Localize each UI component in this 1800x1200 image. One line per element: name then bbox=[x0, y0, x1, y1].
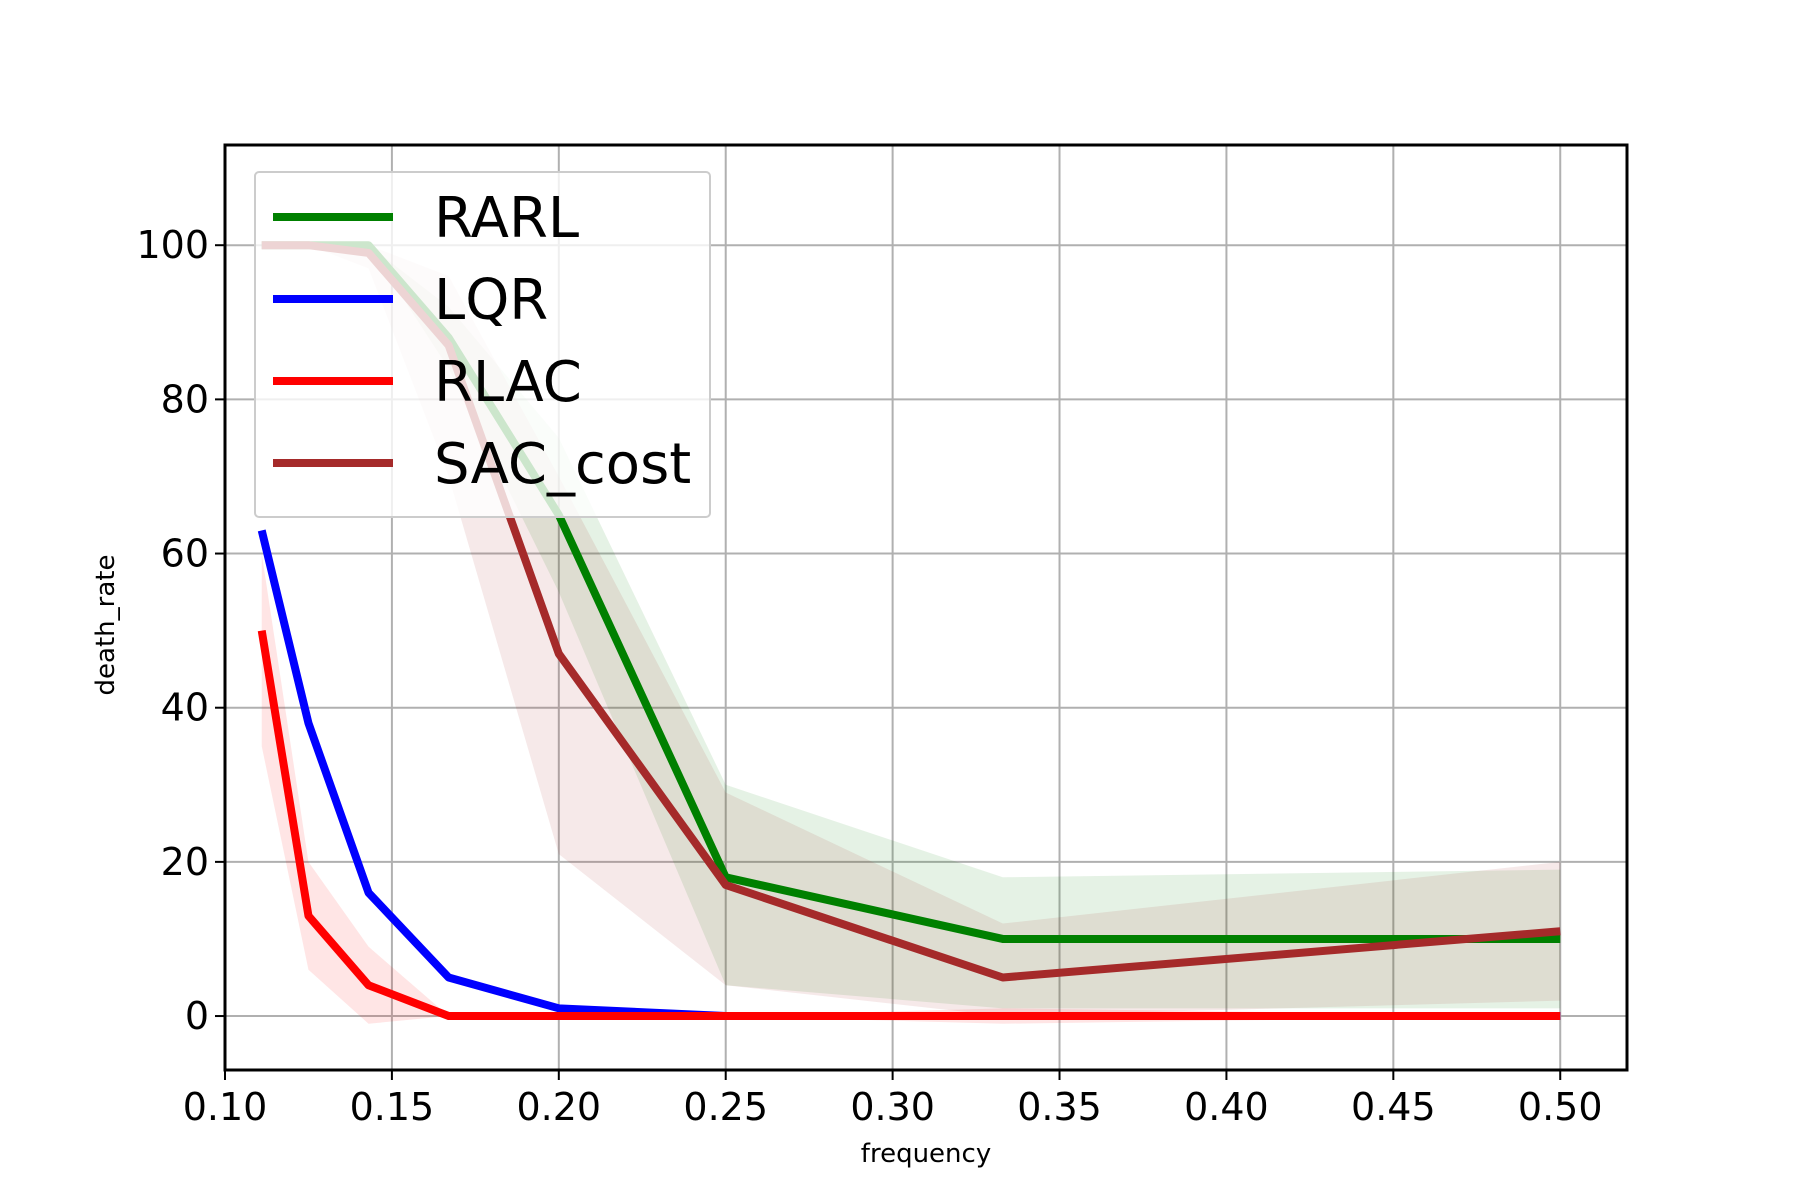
confidence-bands bbox=[261, 245, 1561, 1024]
x-tick-label: 0.30 bbox=[850, 1085, 935, 1129]
y-tick-label: 80 bbox=[161, 377, 209, 421]
x-axis-ticks: 0.10 0.15 0.20 0.25 0.30 0.35 0.40 0.45 0.50 bbox=[183, 1070, 1603, 1129]
y-axis-label: death_rate bbox=[91, 555, 121, 696]
band-rlac bbox=[261, 553, 1561, 1024]
y-tick-label: 0 bbox=[185, 994, 209, 1038]
x-tick-label: 0.40 bbox=[1184, 1085, 1269, 1129]
band-sac-cost bbox=[261, 245, 1561, 1017]
y-tick-label: 20 bbox=[161, 840, 209, 884]
x-tick-label: 0.20 bbox=[517, 1085, 602, 1129]
x-tick-label: 0.15 bbox=[350, 1085, 435, 1129]
x-tick-label: 0.10 bbox=[183, 1085, 268, 1129]
x-tick-label: 0.50 bbox=[1518, 1085, 1603, 1129]
legend-label-rarl: RARL bbox=[434, 186, 579, 251]
legend-box bbox=[254, 171, 711, 518]
legend-label-lqr: LQR bbox=[434, 268, 548, 333]
legend-label-rlac: RLAC bbox=[434, 350, 582, 415]
band-rarl bbox=[261, 245, 1561, 1009]
plot-frame bbox=[223, 143, 1629, 1072]
x-axis-label: frequency bbox=[861, 1139, 991, 1169]
y-axis-ticks: 0 20 40 60 80 100 bbox=[136, 223, 225, 1038]
legend: RARL LQR RLAC SAC_cost bbox=[254, 171, 711, 518]
x-tick-label: 0.35 bbox=[1017, 1085, 1102, 1129]
x-tick-label: 0.45 bbox=[1351, 1085, 1436, 1129]
x-tick-label: 0.25 bbox=[683, 1085, 768, 1129]
line-rlac bbox=[257, 629, 1561, 1021]
y-tick-label: 60 bbox=[161, 532, 209, 576]
y-tick-label: 40 bbox=[161, 686, 209, 730]
legend-label-sac-cost: SAC_cost bbox=[434, 432, 691, 497]
y-tick-label: 100 bbox=[136, 223, 209, 267]
